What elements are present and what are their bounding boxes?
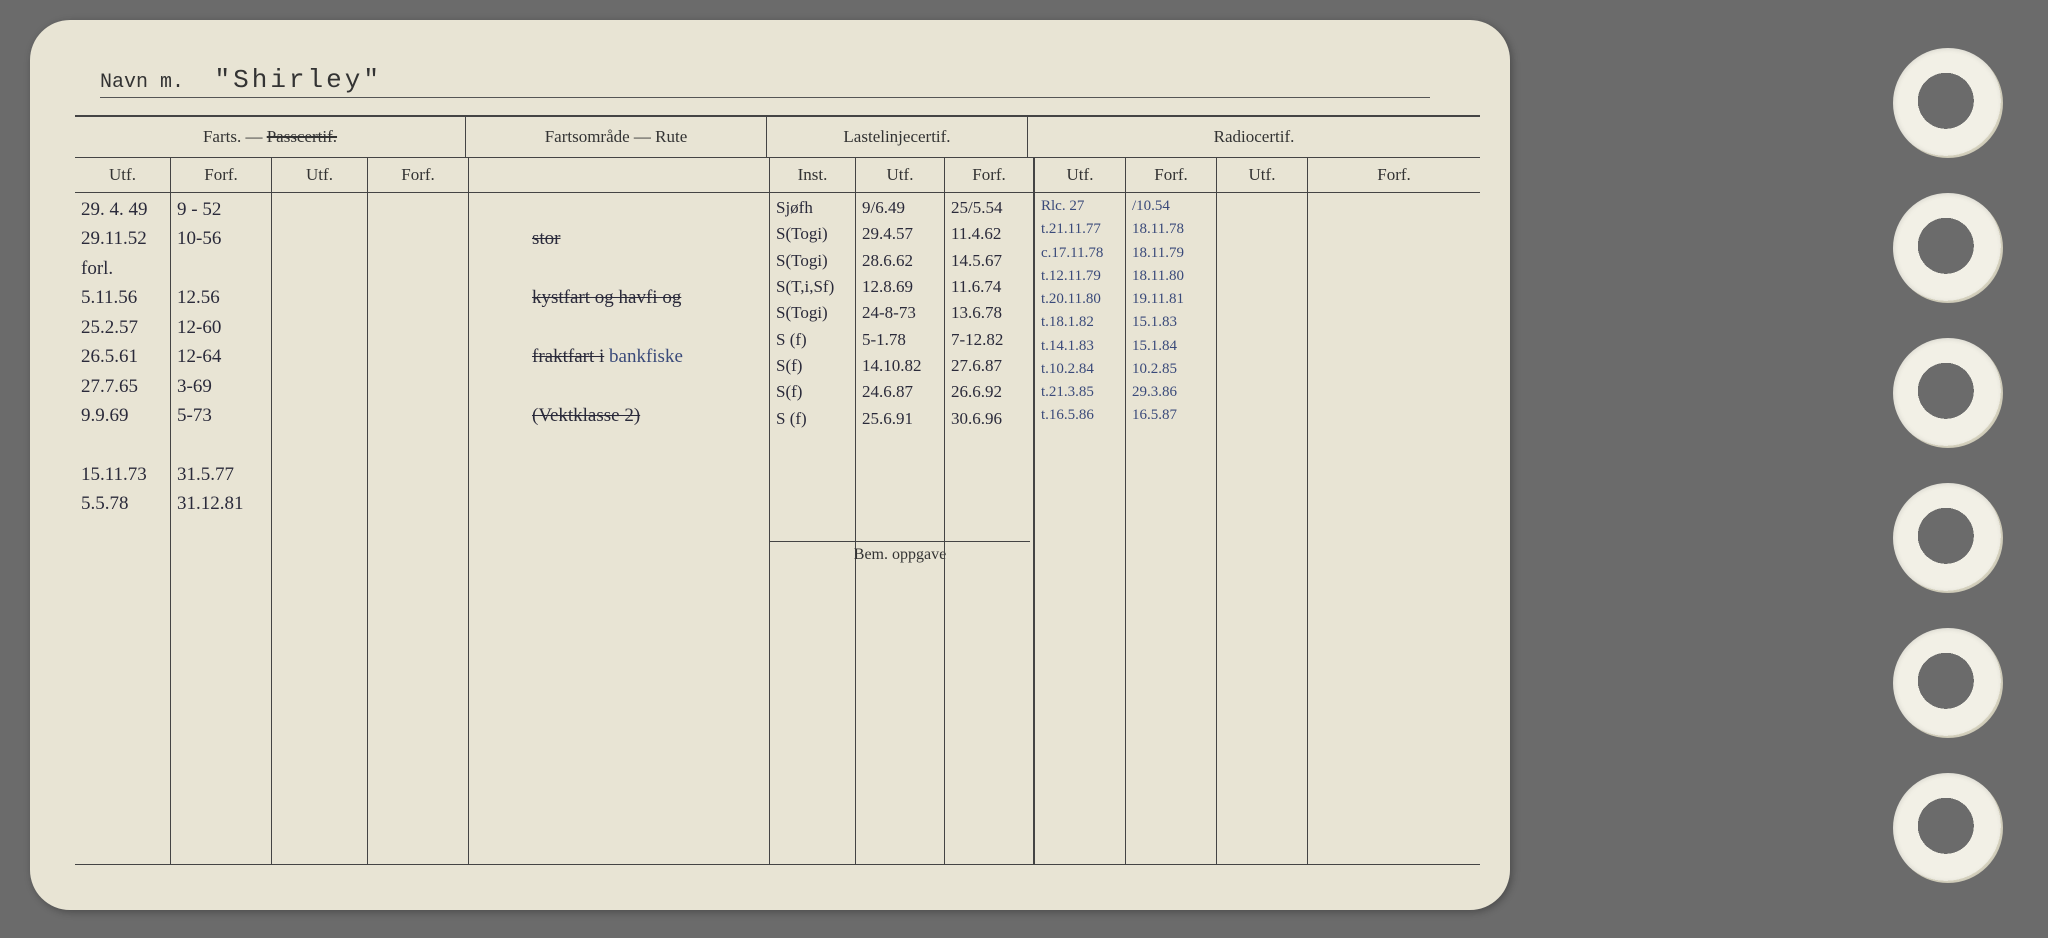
header-farts-text: Farts. — <box>203 127 263 147</box>
col-radio-utf2 <box>1217 191 1308 864</box>
farts-forf1-values: 9 - 52 10-56 12.56 12-60 12-64 3-69 5-73… <box>171 191 271 523</box>
header-row-1: Farts. — Passcertif. Fartsområde — Rute … <box>75 117 1480 158</box>
sub-radio-forf2: Forf. <box>1308 158 1480 192</box>
radio-forf1-values: /10.54 18.11.78 18.11.79 18.11.80 19.11.… <box>1126 191 1216 432</box>
col-laste-inst: Sjøfh S(Togi) S(Togi) S(T,i,Sf) S(Togi) … <box>770 191 856 864</box>
table-body: 29. 4. 49 29.11.52 forl. 5.11.56 25.2.57… <box>75 191 1480 864</box>
col-farts-utf1: 29. 4. 49 29.11.52 forl. 5.11.56 25.2.57… <box>75 191 171 864</box>
sub-farts-forf2: Forf. <box>368 158 469 192</box>
col-farts-utf2 <box>272 191 368 864</box>
radio-utf1-values: Rlc. 27 t.21.11.77 c.17.11.78 t.12.11.79… <box>1035 191 1125 432</box>
card-content: Navn m. "Shirley" Farts. — Passcertif. F… <box>50 35 1490 895</box>
route-strike-3: fraktfart i <box>532 346 604 367</box>
name-label: Navn m. <box>100 71 184 94</box>
sub-laste-utf: Utf. <box>856 158 945 192</box>
binder-hole <box>1893 628 2003 738</box>
farts-utf1-values: 29. 4. 49 29.11.52 forl. 5.11.56 25.2.57… <box>75 191 170 523</box>
col-route: stor kystfart og havfi og fraktfart i ba… <box>469 191 770 864</box>
binder-hole <box>1893 483 2003 593</box>
col-laste-forf: 25/5.54 11.4.62 14.5.67 11.6.74 13.6.78 … <box>945 191 1035 864</box>
route-strike-2: kystfart og havfi og <box>532 287 681 308</box>
header-row-2: Utf. Forf. Utf. Forf. Inst. Utf. Forf. U… <box>75 158 1480 193</box>
route-strike-4: (Vektklasse 2) <box>532 405 640 426</box>
route-strike-1: stor <box>532 228 561 249</box>
sub-radio-utf1: Utf. <box>1035 158 1126 192</box>
header-radio: Radiocertif. <box>1028 117 1480 157</box>
header-route: Fartsområde — Rute <box>466 117 767 157</box>
binder-hole <box>1893 193 2003 303</box>
col-laste-utf: 9/6.49 29.4.57 28.6.62 12.8.69 24-8-73 5… <box>856 191 945 864</box>
binder-hole <box>1893 773 2003 883</box>
name-row: Navn m. "Shirley" <box>100 65 392 95</box>
binder-hole <box>1893 338 2003 448</box>
sub-farts-utf2: Utf. <box>272 158 368 192</box>
name-underline <box>100 97 1430 98</box>
ledger-card: Navn m. "Shirley" Farts. — Passcertif. F… <box>30 20 1510 910</box>
sub-radio-utf2: Utf. <box>1217 158 1308 192</box>
binder-holes <box>1888 30 2008 900</box>
binder-hole <box>1893 48 2003 158</box>
col-radio-forf1: /10.54 18.11.78 18.11.79 18.11.80 19.11.… <box>1126 191 1217 864</box>
sub-farts-forf1: Forf. <box>171 158 272 192</box>
route-bankfiske: bankfiske <box>604 346 683 367</box>
col-farts-forf1: 9 - 52 10-56 12.56 12-60 12-64 3-69 5-73… <box>171 191 272 864</box>
header-passcertif: Passcertif. <box>267 127 337 147</box>
col-farts-forf2 <box>368 191 469 864</box>
header-farts: Farts. — Passcertif. <box>75 117 466 157</box>
col-radio-utf1: Rlc. 27 t.21.11.77 c.17.11.78 t.12.11.79… <box>1035 191 1126 864</box>
sub-route-blank <box>469 158 770 192</box>
laste-utf-values: 9/6.49 29.4.57 28.6.62 12.8.69 24-8-73 5… <box>856 191 944 436</box>
col-radio-forf2 <box>1308 191 1480 864</box>
main-table: Farts. — Passcertif. Fartsområde — Rute … <box>75 115 1480 865</box>
laste-inst-values: Sjøfh S(Togi) S(Togi) S(T,i,Sf) S(Togi) … <box>770 191 855 436</box>
laste-forf-values: 25/5.54 11.4.62 14.5.67 11.6.74 13.6.78 … <box>945 191 1033 436</box>
sub-laste-forf: Forf. <box>945 158 1035 192</box>
sub-farts-utf1: Utf. <box>75 158 171 192</box>
sub-radio-forf1: Forf. <box>1126 158 1217 192</box>
header-laste: Lastelinjecertif. <box>767 117 1028 157</box>
sub-laste-inst: Inst. <box>770 158 856 192</box>
name-value: "Shirley" <box>205 65 392 98</box>
route-text: stor kystfart og havfi og fraktfart i ba… <box>469 191 769 464</box>
